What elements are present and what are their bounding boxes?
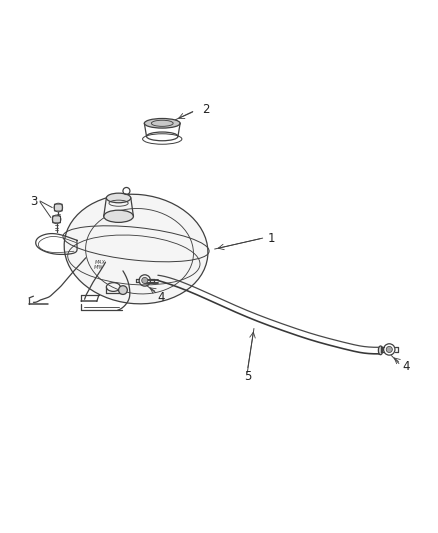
- Circle shape: [386, 346, 392, 352]
- Ellipse shape: [378, 346, 383, 354]
- Text: MAX: MAX: [95, 260, 106, 264]
- Text: 2: 2: [202, 103, 210, 116]
- FancyBboxPatch shape: [54, 204, 62, 211]
- Text: MIN: MIN: [94, 265, 104, 270]
- Ellipse shape: [106, 193, 131, 203]
- Ellipse shape: [104, 210, 134, 222]
- Text: 4: 4: [158, 290, 165, 304]
- Text: 5: 5: [244, 370, 251, 383]
- Text: 1: 1: [268, 232, 275, 245]
- Ellipse shape: [145, 118, 180, 128]
- Circle shape: [142, 277, 148, 284]
- FancyBboxPatch shape: [53, 216, 60, 223]
- Text: 4: 4: [402, 360, 410, 374]
- Circle shape: [119, 286, 127, 294]
- Ellipse shape: [64, 194, 208, 304]
- Text: 3: 3: [30, 195, 37, 207]
